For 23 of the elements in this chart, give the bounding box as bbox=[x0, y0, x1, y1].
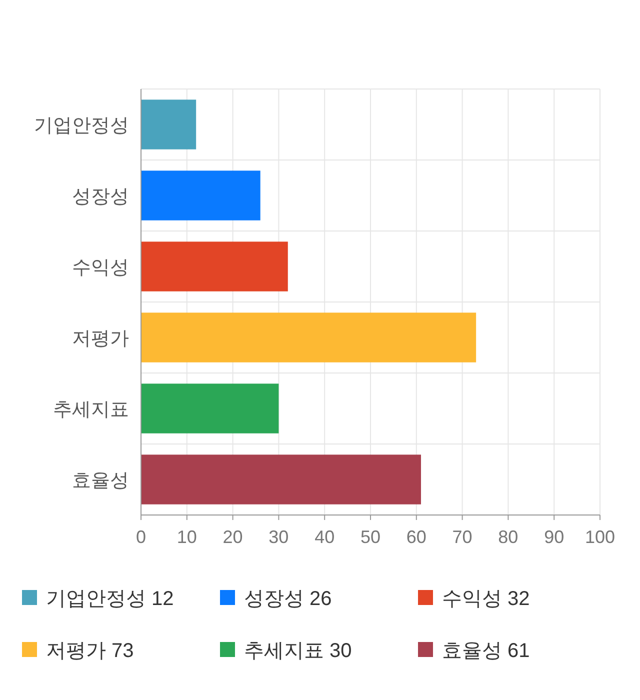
legend-label: 효율성 61 bbox=[442, 640, 530, 662]
legend-label: 저평가 73 bbox=[46, 640, 134, 662]
y-tick-label: 기업안정성 bbox=[34, 116, 129, 136]
legend-label: 추세지표 30 bbox=[244, 640, 352, 662]
x-tick-label: 70 bbox=[452, 527, 472, 547]
x-tick-label: 50 bbox=[360, 527, 381, 547]
legend-label: 성장성 26 bbox=[244, 588, 332, 610]
x-tick-label: 40 bbox=[314, 527, 335, 547]
y-tick-label: 수익성 bbox=[72, 258, 129, 278]
y-tick-label: 저평가 bbox=[72, 328, 129, 350]
x-tick-label: 0 bbox=[136, 527, 146, 547]
legend-label: 수익성 32 bbox=[442, 588, 530, 610]
y-tick-label: 효율성 bbox=[72, 470, 129, 492]
x-tick-label: 100 bbox=[584, 527, 616, 547]
x-tick-label: 20 bbox=[222, 527, 243, 547]
x-tick-label: 30 bbox=[268, 527, 289, 547]
y-tick-label: 성장성 bbox=[72, 186, 129, 208]
x-tick-label: 90 bbox=[544, 527, 564, 547]
x-tick-label: 10 bbox=[176, 527, 197, 547]
legend-label: 기업안정성 12 bbox=[46, 588, 174, 610]
x-tick-label: 60 bbox=[406, 527, 426, 547]
x-tick-label: 80 bbox=[498, 527, 518, 547]
y-tick-label: 추세지표 bbox=[53, 400, 129, 420]
